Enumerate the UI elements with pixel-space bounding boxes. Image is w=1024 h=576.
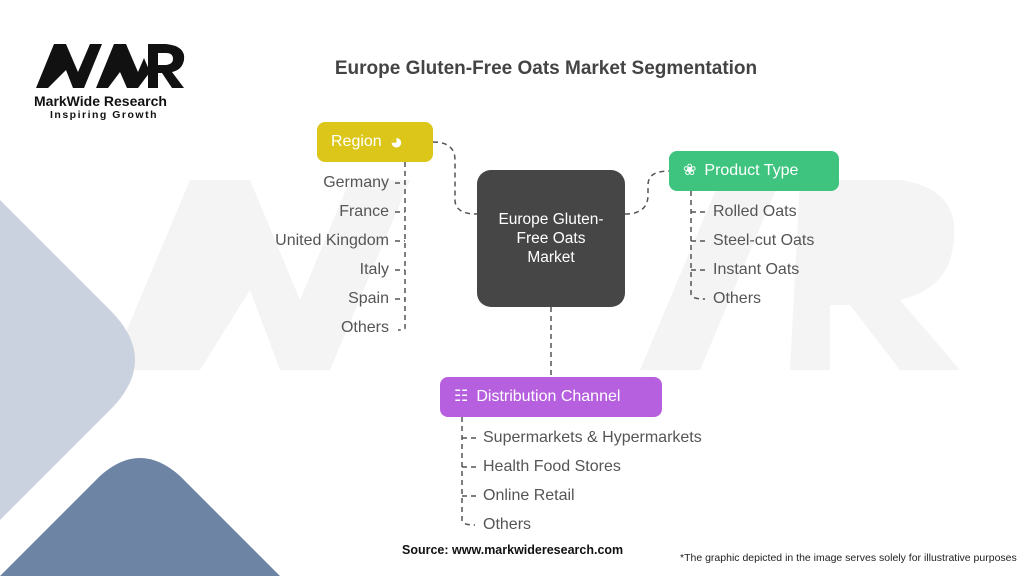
- list-item: Steel-cut Oats: [713, 232, 815, 249]
- list-item: Health Food Stores: [483, 458, 621, 475]
- logo-mark: [36, 44, 185, 88]
- source-text: Source: www.markwideresearch.com: [402, 543, 624, 557]
- distribution-node: ☷ Distribution Channel: [440, 377, 662, 417]
- logo-name: MarkWide Research: [34, 93, 167, 109]
- list-item: Others: [483, 516, 532, 533]
- list-item: France: [339, 203, 389, 220]
- center-node: Europe Gluten-Free Oats Market: [477, 170, 625, 307]
- distribution-label: Distribution Channel: [476, 388, 621, 405]
- list-item: Germany: [323, 174, 389, 191]
- region-node: Region ◕: [317, 122, 433, 162]
- list-item: Spain: [348, 290, 389, 307]
- region-label: Region: [331, 133, 382, 150]
- disclaimer-note: *The graphic depicted in the image serve…: [680, 552, 1017, 564]
- product-type-label: Product Type: [704, 162, 799, 179]
- list-item: Rolled Oats: [713, 203, 797, 220]
- plant-icon: ❀: [683, 162, 697, 179]
- list-item: Online Retail: [483, 487, 575, 504]
- hierarchy-icon: ☷: [454, 388, 469, 405]
- list-item: Supermarkets & Hypermarkets: [483, 429, 702, 446]
- page-title: Europe Gluten-Free Oats Market Segmentat…: [334, 58, 758, 79]
- list-item: United Kingdom: [275, 232, 389, 249]
- list-item: Instant Oats: [713, 261, 800, 278]
- logo-tagline: Inspiring Growth: [50, 109, 158, 121]
- globe-icon: ◕: [389, 129, 403, 154]
- center-label: Europe Gluten-Free Oats Market: [498, 211, 604, 266]
- list-item: Others: [340, 319, 389, 336]
- list-item: Italy: [359, 261, 389, 278]
- list-item: Others: [713, 290, 762, 307]
- product-type-node: ❀ Product Type: [669, 151, 839, 191]
- watermark-shape: [110, 180, 960, 370]
